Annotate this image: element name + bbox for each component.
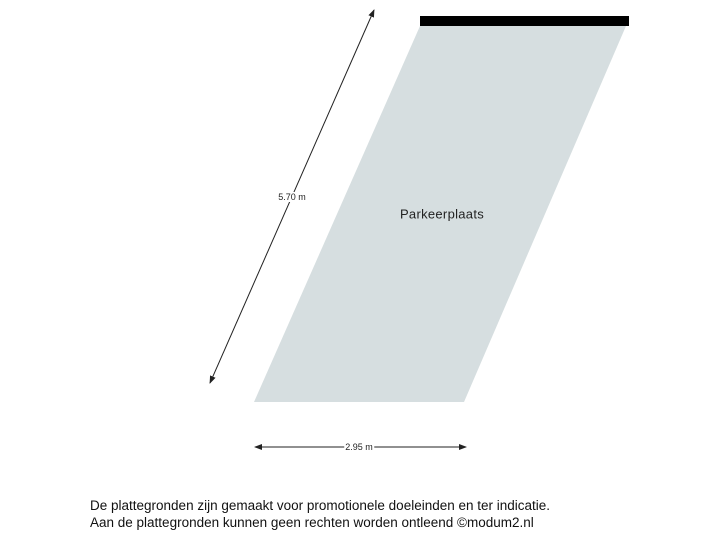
width-dimension-label: 2.95 m bbox=[344, 442, 374, 452]
room-label: Parkeerplaats bbox=[399, 206, 485, 222]
wall bbox=[420, 16, 629, 26]
disclaimer-line-2: Aan de plattegronden kunnen geen rechten… bbox=[90, 515, 534, 530]
length-dimension-label: 5.70 m bbox=[277, 192, 307, 202]
disclaimer-line-1: De plattegronden zijn gemaakt voor promo… bbox=[90, 498, 551, 513]
